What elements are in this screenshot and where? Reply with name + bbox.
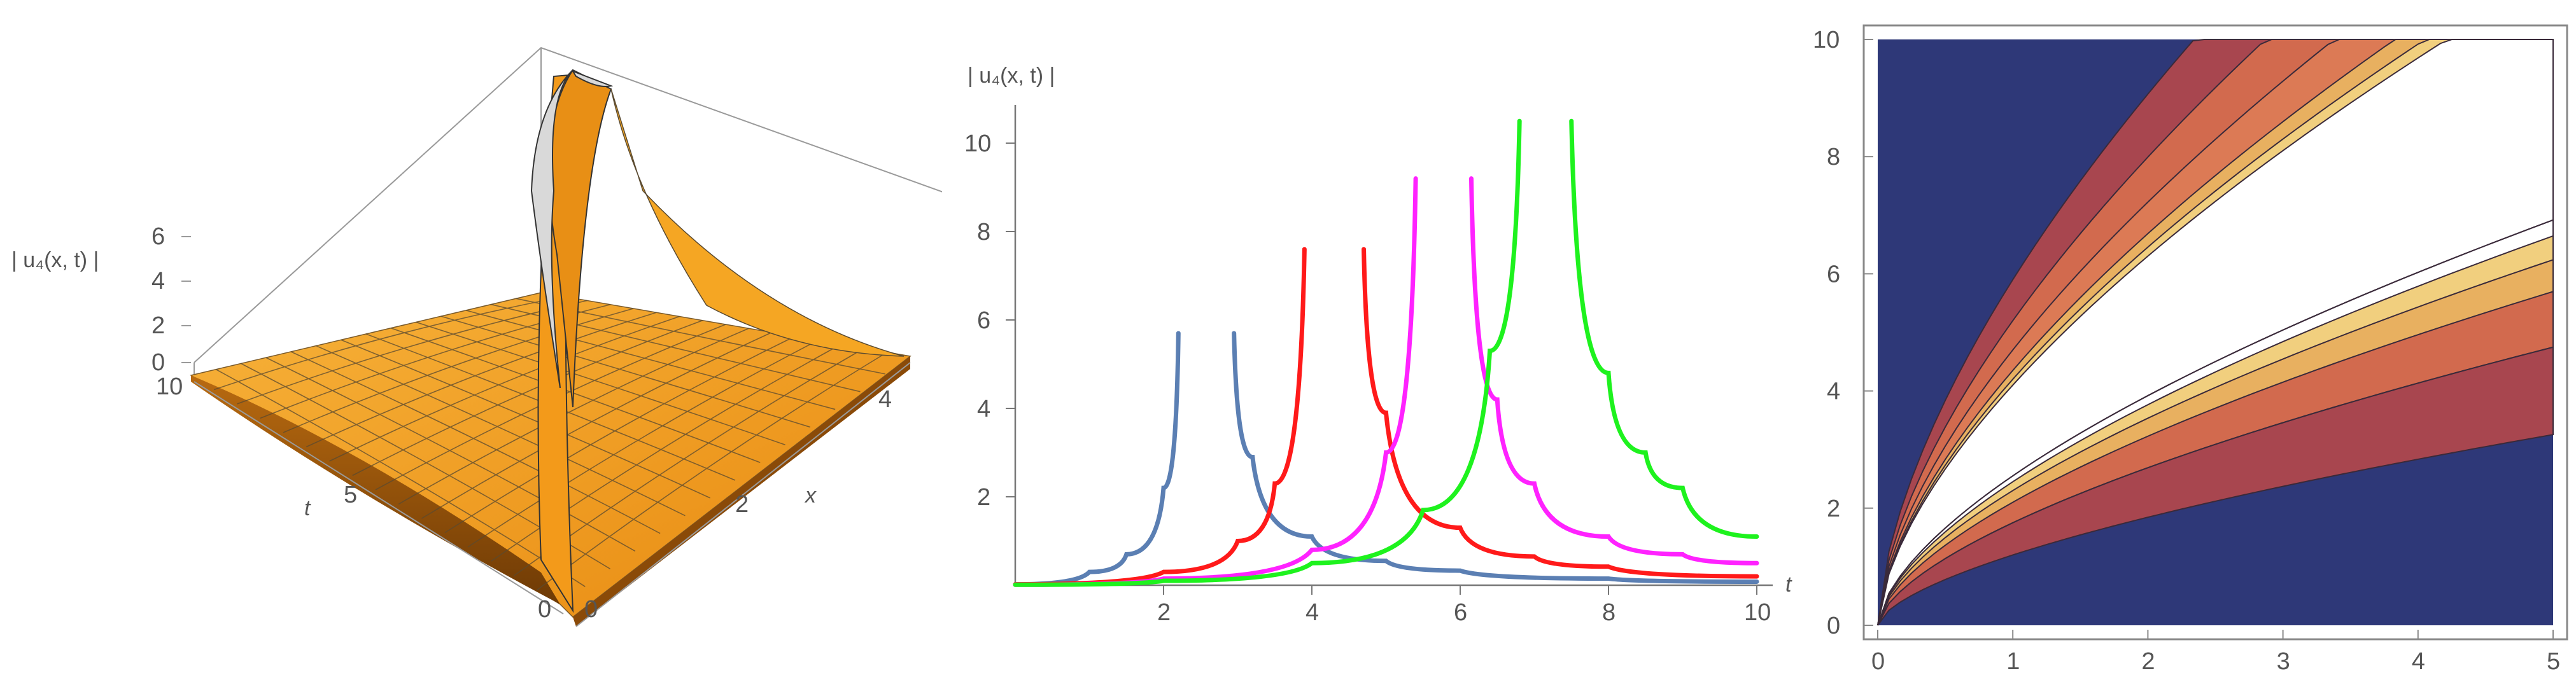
mesh-line	[306, 312, 657, 448]
x-tick-label: 3	[2277, 648, 2290, 675]
x-tick-label: 4	[2412, 648, 2425, 675]
contour-band-lower-core	[1877, 219, 2554, 626]
y-tick-label: 10	[1813, 27, 1840, 53]
z-axis-label: | u₄(x, t) |	[11, 248, 99, 272]
line-series	[1013, 118, 1759, 587]
z-axis-ticks: 0 2 4 6	[151, 223, 191, 376]
y-tick-label: 8	[1827, 144, 1840, 170]
mesh-line	[290, 351, 661, 534]
mesh-line	[467, 340, 819, 548]
x-tick-label: 0	[584, 596, 598, 623]
line-y-axis-label: | u₄(x, t) |	[968, 64, 1055, 88]
mesh-line	[537, 352, 888, 591]
y-tick-label: 2	[1827, 496, 1840, 522]
mesh-line	[316, 345, 686, 517]
x-tick-label: 5	[2547, 648, 2560, 675]
z-tick-label: 4	[151, 268, 165, 295]
x-tick-label: 4	[1306, 599, 1319, 626]
line-plot: 2 4 6 8 10 2 4 6 8 10 | u₄(x, t) | t	[964, 64, 1792, 626]
line-x-axis-label: t	[1785, 572, 1792, 597]
t-axis-label: t	[304, 496, 311, 520]
series-line-4	[1013, 118, 1522, 587]
mesh-line	[444, 336, 796, 534]
t-tick-label: 5	[344, 482, 357, 508]
contour-frame	[1862, 24, 2568, 641]
x-axis-ticks: 0 2 4	[584, 386, 892, 623]
mesh-line	[421, 331, 772, 519]
x-tick-label: 4	[878, 386, 892, 413]
line-ticks: 2 4 6 8 10 2 4 6 8 10	[964, 130, 1771, 626]
line-plot-panel: 2 4 6 8 10 2 4 6 8 10 | u₄(x, t) | t	[942, 0, 1795, 680]
mesh-line	[329, 316, 680, 462]
singular-ridge	[530, 69, 904, 613]
mesh-line	[265, 357, 636, 552]
mesh-line	[213, 296, 565, 391]
mesh-line	[440, 316, 811, 428]
t-axis-ticks: 0 5 10	[156, 373, 551, 623]
contour-band-lower-outer	[1877, 346, 2554, 626]
y-tick-label: 2	[977, 484, 990, 511]
series-line-1	[1232, 331, 1759, 584]
y-tick-label: 0	[1827, 613, 1840, 639]
x-tick-label: 2	[1157, 599, 1171, 626]
y-tick-label: 4	[1827, 378, 1840, 405]
x-tick-label: 2	[735, 491, 749, 518]
contour-bands	[1877, 39, 2554, 626]
mesh-line	[391, 327, 761, 463]
y-tick-label: 6	[977, 307, 990, 334]
y-tick-label: 8	[977, 219, 990, 246]
series-line-2	[1013, 247, 1307, 587]
mesh-line	[398, 328, 749, 505]
x-tick-label: 1	[2006, 648, 2020, 675]
mesh-line	[416, 321, 785, 446]
ridge-cap	[530, 69, 574, 389]
t-tick-label: 10	[156, 373, 183, 400]
z-tick-label: 2	[151, 312, 165, 339]
mesh-line	[352, 319, 703, 476]
y-tick-label: 10	[964, 130, 991, 157]
mesh-line	[237, 300, 588, 405]
y-tick-label: 6	[1827, 261, 1840, 288]
x-tick-label: 10	[1744, 599, 1771, 626]
series-line-4	[1569, 118, 1759, 539]
z-tick-label: 0	[151, 349, 165, 376]
axes	[1014, 105, 1773, 586]
x-axis-label: x	[804, 483, 817, 508]
t-tick-label: 0	[538, 596, 551, 623]
x-tick-label: 8	[1602, 599, 1615, 626]
surface-mesh	[213, 296, 888, 591]
contour-plot-panel: 0 1 2 3 4 5 0 2 4 6 8 10	[1795, 0, 2576, 680]
series-line-2	[1362, 247, 1759, 579]
z-tick-label: 6	[151, 223, 165, 250]
surface-plot-panel: 0 2 4 6 | u₄(x, t) | 0 5 10 t 0 2 4 x	[0, 0, 942, 680]
mesh-line	[465, 310, 836, 410]
mesh-line	[283, 308, 634, 433]
x-tick-label: 6	[1454, 599, 1467, 626]
x-tick-label: 0	[1871, 648, 1885, 675]
box-front-edges	[194, 362, 911, 627]
x-tick-label: 2	[2141, 648, 2155, 675]
series-line-3	[1468, 176, 1759, 566]
y-tick-label: 4	[977, 396, 990, 422]
series-line-1	[1013, 331, 1181, 587]
contour-ticks: 0 1 2 3 4 5 0 2 4 6 8 10	[1813, 27, 2560, 675]
contour-plot: 0 1 2 3 4 5 0 2 4 6 8 10	[1813, 24, 2568, 675]
surface-plot: 0 2 4 6 | u₄(x, t) | 0 5 10 t 0 2 4 x	[11, 46, 942, 627]
series-line-3	[1013, 176, 1418, 587]
